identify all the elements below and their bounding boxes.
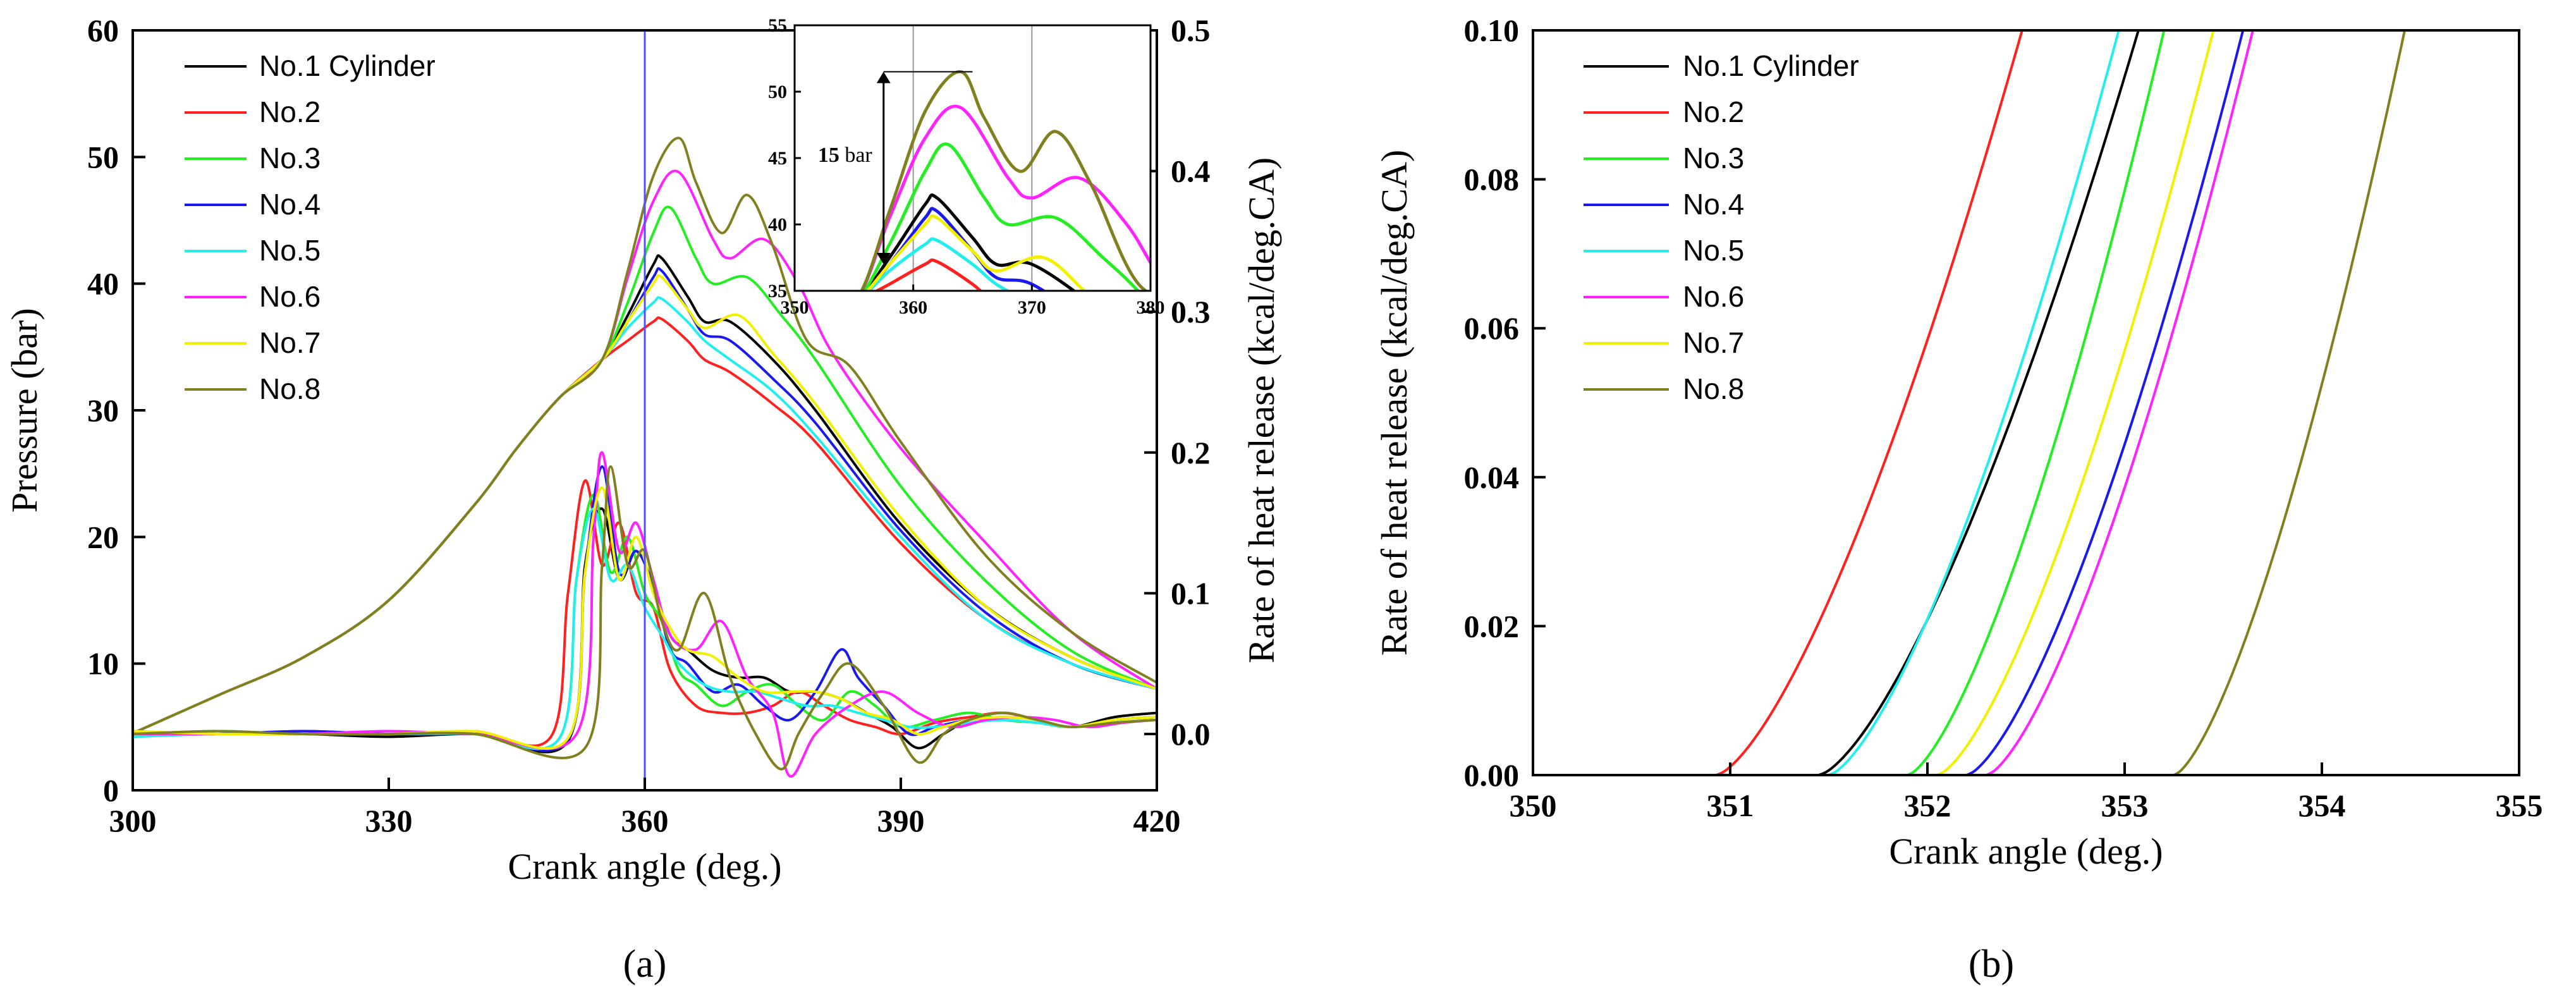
y-tick-label: 50 (87, 139, 119, 174)
y-tick-label: 10 (87, 646, 119, 682)
legend-label-no-5: No.5 (1683, 234, 1744, 267)
y-tick-label: 0.02 (1464, 608, 1520, 644)
y-axis-title: Pressure (bar) (4, 308, 45, 513)
rohr-line-no-1-cylinder (1818, 30, 2140, 775)
legend-label-no-4: No.4 (1683, 188, 1744, 221)
inset-line-no-5 (867, 237, 1011, 291)
x-tick-label: 330 (365, 803, 413, 838)
legend-label-no-2: No.2 (259, 95, 320, 128)
plot-frame-b (1532, 29, 2520, 776)
legend-label-no-8: No.8 (1683, 372, 1744, 405)
rohr-line-no-6 (1986, 30, 2254, 775)
rohr-line-no-2 (1716, 30, 2024, 775)
y2-axis-title: Rate of heat release (kcal/deg.CA) (1241, 157, 1282, 663)
y-tick-label: 30 (87, 393, 119, 428)
panel-label-a: (a) (623, 943, 667, 986)
x-tick-label: 300 (109, 803, 157, 838)
y-tick-label: 60 (87, 13, 119, 48)
y-tick-label: 0.06 (1464, 310, 1520, 346)
y-tick-label: 20 (87, 519, 119, 554)
legend-label-no-7: No.7 (259, 326, 320, 359)
inset-line-no-2 (874, 258, 983, 291)
inset-plot: 350 360 370 380 35 40 45 50 55 15 bar (768, 15, 1165, 318)
inset-annotation-label: 15 bar (818, 144, 873, 167)
y-tick-label: 0.08 (1464, 162, 1520, 197)
x-tick-label: 353 (2101, 788, 2149, 823)
inset-line-no-4 (865, 207, 1047, 291)
x-tick-label: 352 (1904, 788, 1951, 823)
x-tick-label: 354 (2298, 788, 2346, 823)
x-tick-label: 360 (621, 803, 669, 838)
pressure-line-no-8 (133, 137, 1157, 735)
legend-label-no-8: No.8 (259, 372, 320, 405)
legend-label-no-1-cylinder: No.1 Cylinder (1683, 49, 1859, 82)
rohr-line-no-4 (1966, 30, 2245, 775)
rohr-line-no-7 (1936, 30, 2215, 775)
y2-tick-label: 0.1 (1171, 575, 1211, 611)
panel-b: 350 351 352 353 354 355 0.00 0.02 0.04 0.06 0.08 0.… (1374, 13, 2543, 986)
legend-label-no-4: No.4 (259, 188, 320, 221)
y2-tick-label: 0.3 (1171, 294, 1211, 329)
inset-y-tick-label: 55 (768, 15, 787, 36)
legend-label-no-3: No.3 (259, 142, 320, 174)
x-tick-label: 390 (877, 803, 925, 838)
inset-x-tick-label: 370 (1018, 297, 1046, 318)
x-tick-label: 420 (1133, 803, 1181, 838)
inset-y-tick-label: 45 (768, 148, 787, 169)
x-tick-label: 351 (1707, 788, 1754, 823)
y2-tick-label: 0.5 (1171, 13, 1211, 48)
inset-y-tick-label: 50 (768, 82, 787, 102)
heat-release-line-no-8 (133, 465, 1157, 771)
inset-x-tick-label: 360 (899, 297, 927, 318)
inset-line-no-1-cylinder (864, 193, 1077, 291)
legend-label-no-6: No.6 (1683, 280, 1744, 313)
inset-line-no-3 (862, 142, 1140, 291)
x-axis-title: Crank angle (deg.) (508, 846, 781, 887)
y2-tick-label: 0.4 (1171, 154, 1211, 189)
y-tick-label: 40 (87, 266, 119, 302)
inset-x-tick-label: 380 (1137, 297, 1165, 318)
inset-line-no-7 (865, 214, 1087, 291)
inset-line-no-6 (860, 104, 1151, 291)
panel-a: 300 330 360 390 420 0 10 20 30 40 50 60 0.0 0.1 0.2 0.3… (4, 13, 1282, 986)
legend-label-no-6: No.6 (259, 280, 320, 313)
y2-tick-label: 0.0 (1171, 716, 1211, 752)
y-tick-label: 0 (103, 773, 119, 808)
legend-label-no-1-cylinder: No.1 Cylinder (259, 49, 436, 82)
rohr-line-no-3 (1907, 30, 2166, 775)
legend-label-no-5: No.5 (259, 234, 320, 267)
y-axis-title: Rate of heat release (kcal/deg.CA) (1374, 150, 1415, 656)
y-tick-label: 0.10 (1464, 13, 1520, 48)
inset-annotation-arrowhead-down (876, 253, 891, 264)
inset-annotation-arrowhead-up (876, 71, 891, 83)
y-tick-label: 0.04 (1464, 460, 1520, 495)
rohr-line-no-5 (1828, 30, 2120, 775)
y2-tick-label: 0.2 (1171, 435, 1211, 470)
legend-label-no-2: No.2 (1683, 95, 1744, 128)
x-axis-title: Crank angle (deg.) (1889, 831, 2163, 872)
legend-label-no-7: No.7 (1683, 326, 1744, 359)
panel-label-b: (b) (1969, 943, 2014, 986)
rohr-line-no-8 (2173, 30, 2406, 775)
inset-y-tick-label: 40 (768, 214, 787, 235)
y-tick-label: 0.00 (1464, 757, 1520, 793)
x-tick-label: 350 (1510, 788, 1557, 823)
inset-x-tick-label: 350 (781, 297, 809, 318)
x-tick-label: 355 (2496, 788, 2543, 823)
legend-label-no-3: No.3 (1683, 142, 1744, 174)
inset-y-tick-label: 35 (768, 281, 787, 302)
